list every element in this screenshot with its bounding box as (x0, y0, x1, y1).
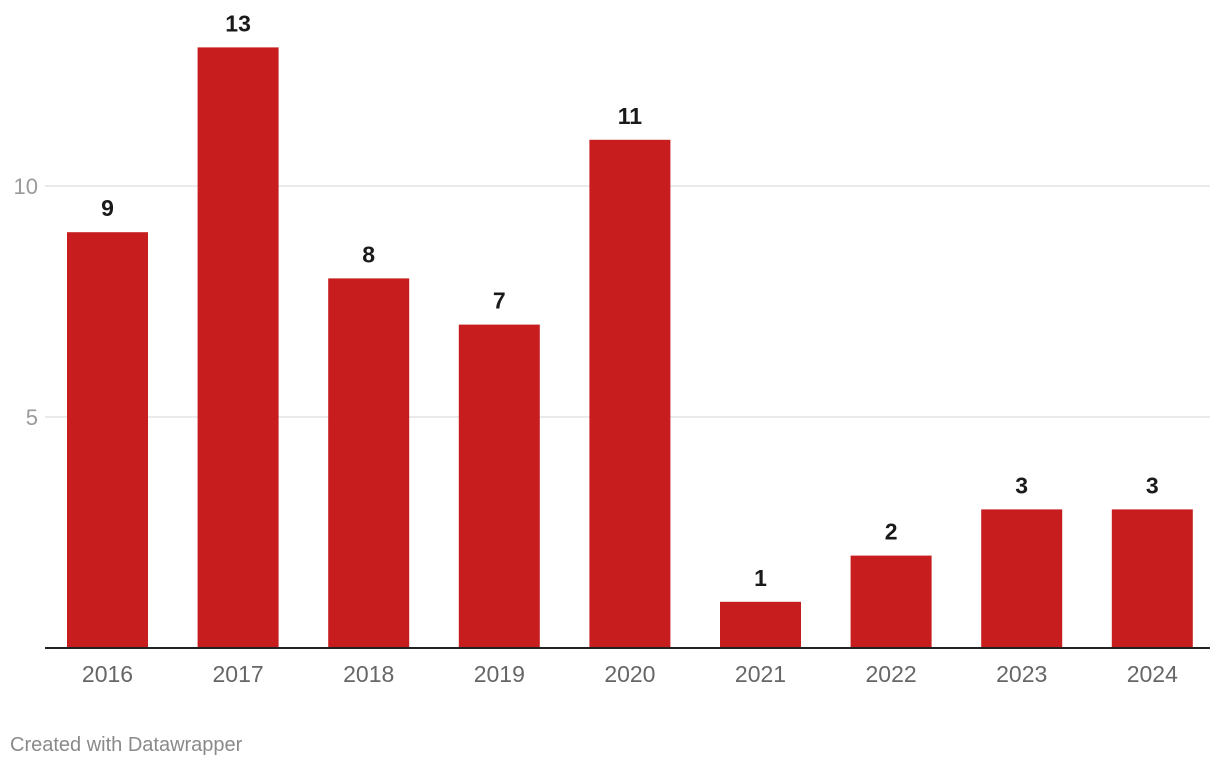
x-tick-label-2019: 2019 (474, 661, 525, 687)
x-tick-label-2021: 2021 (735, 661, 786, 687)
data-label-2020: 11 (618, 103, 643, 129)
x-tick-label-2023: 2023 (996, 661, 1047, 687)
chart-credit: Created with Datawrapper (10, 734, 243, 756)
bar-2017 (197, 47, 279, 648)
x-tick-label-2018: 2018 (343, 661, 394, 687)
data-label-2016: 9 (101, 195, 114, 221)
data-label-2017: 13 (225, 10, 251, 36)
bar-2019 (458, 324, 540, 648)
data-label-2021: 1 (754, 565, 767, 591)
x-tick-label-2016: 2016 (82, 661, 133, 687)
bar-2023 (981, 509, 1063, 648)
bar-2022 (850, 555, 932, 648)
y-tick-label: 5 (26, 405, 38, 430)
y-tick-label: 10 (14, 174, 38, 199)
data-label-2022: 2 (885, 519, 898, 545)
bar-2020 (589, 139, 671, 649)
data-label-2019: 7 (493, 288, 506, 314)
x-tick-label-2020: 2020 (604, 661, 655, 687)
x-tick-label-2024: 2024 (1127, 661, 1178, 687)
bar-2016 (67, 232, 148, 648)
data-label-2018: 8 (362, 241, 375, 267)
x-tick-label-2017: 2017 (213, 661, 264, 687)
bar-2021 (720, 601, 801, 648)
data-label-2024: 3 (1146, 472, 1159, 498)
bars (67, 47, 1193, 649)
bar-2024 (1111, 509, 1193, 648)
data-label-2023: 3 (1015, 472, 1028, 498)
bar-2018 (328, 278, 410, 648)
x-axis: 2016 2017 2018 2019 2020 2021 2022 2023 2024 (45, 647, 1210, 687)
x-tick-label-2022: 2022 (866, 661, 917, 687)
